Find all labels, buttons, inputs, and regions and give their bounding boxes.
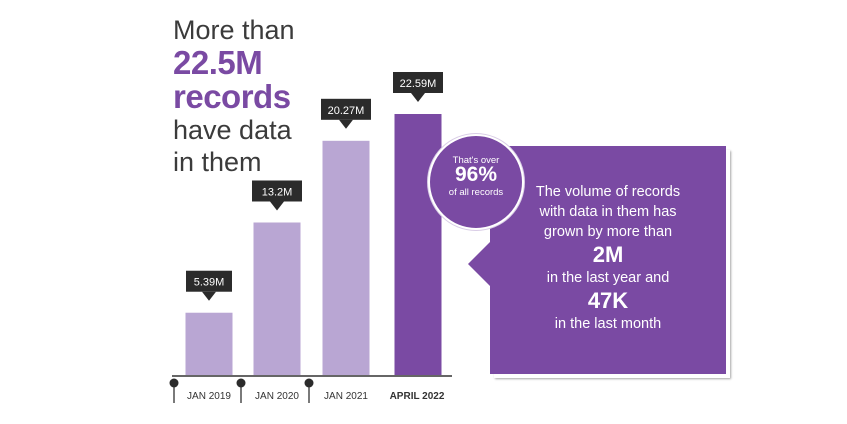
value-label-box-2	[252, 180, 302, 202]
headline-line-5: in them	[173, 147, 262, 177]
value-label-2: 13.2M	[262, 186, 293, 198]
bar-2	[253, 222, 301, 375]
badge-percentage: 96%	[454, 163, 498, 186]
growth-callout: The volume of records with data in them …	[468, 146, 726, 374]
value-label-1: 5.39M	[194, 277, 225, 289]
callout-line-4: in the last year and	[546, 270, 670, 286]
callout-line-2: with data in them has	[539, 204, 677, 220]
value-label-box-4	[393, 72, 443, 93]
value-label-4: 22.59M	[400, 78, 437, 90]
headline-figure: 22.5M	[173, 44, 263, 81]
percentage-badge: That's over 96% of all records	[428, 134, 524, 230]
headline-line-1: More than	[173, 15, 295, 45]
category-label-3: JAN 2021	[324, 391, 368, 402]
headline: More than 22.5M records have data in the…	[173, 14, 295, 178]
callout-line-3: grown by more than	[543, 224, 673, 240]
bar-4	[394, 114, 442, 375]
callout-line-1: The volume of records	[535, 184, 681, 200]
value-label-pointer-2	[270, 201, 284, 211]
headline-line-4: have data	[173, 115, 292, 145]
badge-bottom-text: of all records	[448, 187, 504, 198]
callout-value-month: 47K	[587, 288, 629, 313]
badge-top-text: That's over	[452, 155, 500, 166]
axis-marker-dot-2	[236, 378, 246, 388]
value-label-pointer-3	[339, 119, 353, 129]
callout-pointer	[468, 242, 490, 286]
axis-marker-dot-3	[304, 378, 314, 388]
value-label-box-3	[321, 98, 371, 120]
category-label-1: JAN 2019	[187, 391, 231, 402]
value-label-pointer-4	[411, 93, 425, 102]
bar-1	[185, 312, 233, 375]
category-label-2: JAN 2020	[255, 391, 299, 402]
callout-line-5: in the last month	[554, 316, 662, 332]
callout-value-year: 2M	[592, 242, 624, 267]
value-label-3: 20.27M	[328, 105, 365, 117]
value-label-box-1	[186, 270, 232, 292]
axis-marker-dot-1	[169, 378, 179, 388]
headline-records: records	[173, 78, 291, 115]
value-label-pointer-1	[202, 291, 216, 301]
category-label-4: APRIL 2022	[390, 391, 445, 402]
bar-3	[322, 140, 370, 375]
